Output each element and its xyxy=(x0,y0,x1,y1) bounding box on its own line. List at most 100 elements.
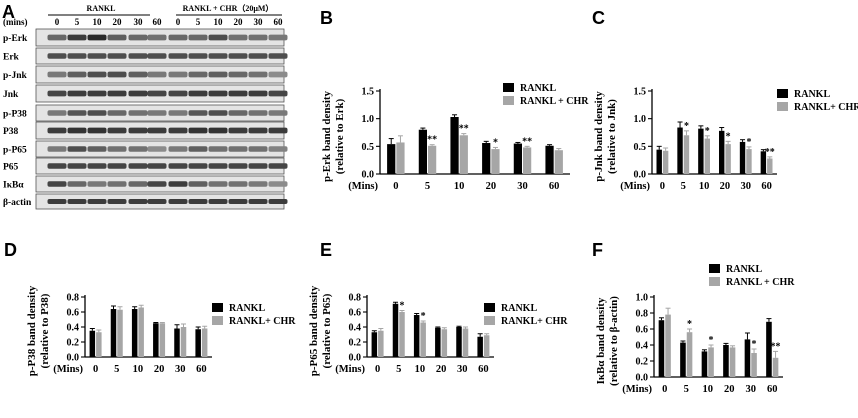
x-tick-label: 60 xyxy=(549,181,560,192)
bar-rankl-chr xyxy=(378,330,384,357)
blot-band xyxy=(147,34,167,41)
bar-rankl-chr xyxy=(201,328,208,357)
legend-label: RANKL xyxy=(229,303,265,314)
blot-band xyxy=(87,127,107,134)
bar-rankl-chr xyxy=(746,149,752,174)
x-tick-label: 30 xyxy=(746,384,757,395)
significance-mark: ** xyxy=(771,341,781,352)
blot-band xyxy=(268,34,288,41)
blot-band xyxy=(168,90,188,97)
blot-band xyxy=(47,90,67,97)
blot-band xyxy=(67,163,87,169)
blot-time-label: 0 xyxy=(176,17,181,27)
blot-band xyxy=(228,110,248,116)
blot-band xyxy=(47,181,67,187)
blot-band xyxy=(208,127,228,134)
blot-band xyxy=(168,127,188,134)
blot-band xyxy=(128,181,148,187)
significance-mark: * xyxy=(493,137,498,148)
y-tick-label: 1.5 xyxy=(634,87,647,98)
x-axis-label: (Mins) xyxy=(622,384,652,395)
blot-band xyxy=(47,198,67,205)
bar-rankl xyxy=(435,327,441,357)
legend-swatch xyxy=(777,102,788,111)
blot-band xyxy=(248,198,268,205)
y-tick-label: 0.6 xyxy=(636,325,649,336)
blot-band xyxy=(228,53,248,59)
blot-band xyxy=(188,71,208,78)
bar-rankl xyxy=(760,151,767,174)
blot-band xyxy=(107,198,127,205)
blot-band xyxy=(208,110,228,116)
x-tick-label: 30 xyxy=(457,364,468,375)
significance-mark: ** xyxy=(765,147,775,158)
blot-band xyxy=(228,181,248,187)
blot-band xyxy=(147,127,167,134)
blot-time-label: 30 xyxy=(134,17,144,27)
blot-band xyxy=(268,110,288,116)
y-tick-label: 0.5 xyxy=(634,142,647,153)
significance-mark: * xyxy=(726,131,731,142)
blot-band xyxy=(168,163,188,169)
blot-band xyxy=(107,71,127,78)
legend-swatch xyxy=(777,89,788,98)
legend-swatch xyxy=(503,83,514,92)
x-tick-label: 20 xyxy=(436,364,447,375)
chart-panel-f: 0.0 0.2 0.4 0.6 0.8 1.0 IκBα band density (rela… xyxy=(595,264,795,395)
bar-rankl-chr xyxy=(420,322,426,357)
blot-band xyxy=(128,163,148,169)
blot-band xyxy=(248,53,268,59)
bar-rankl-chr xyxy=(159,323,166,357)
blot-time-label: 60 xyxy=(274,17,284,27)
blot-band xyxy=(168,53,188,59)
blot-band xyxy=(147,146,167,152)
bar-rankl xyxy=(371,332,378,357)
blot-row-label: Jnk xyxy=(3,90,19,100)
significance-mark: * xyxy=(705,126,710,137)
y-tick-label: 0.6 xyxy=(67,308,80,319)
blot-band xyxy=(188,198,208,205)
blot-band xyxy=(87,198,107,205)
blot-band xyxy=(128,71,148,78)
blot-band xyxy=(87,34,107,41)
blot-band xyxy=(47,163,67,169)
bar-rankl xyxy=(656,149,662,174)
x-tick-label: 5 xyxy=(681,181,686,192)
blot-time-label: 20 xyxy=(234,17,244,27)
blot-band xyxy=(248,34,268,41)
blot-band xyxy=(147,90,167,97)
y-axis-label: p-P65 band density xyxy=(308,285,320,376)
blot-band xyxy=(268,163,288,169)
x-tick-label: 20 xyxy=(154,364,165,375)
bar-rankl xyxy=(698,128,704,174)
significance-mark: * xyxy=(400,301,405,312)
x-tick-label: 0 xyxy=(375,364,380,375)
blot-time-label: 60 xyxy=(153,17,163,27)
bar-rankl xyxy=(174,328,180,357)
blot-band xyxy=(128,146,148,152)
bar-rankl-chr xyxy=(683,135,690,174)
y-axis-label: (relative to P65) xyxy=(321,293,333,368)
significance-mark: ** xyxy=(427,135,437,146)
blot-band xyxy=(188,163,208,169)
x-tick-label: 20 xyxy=(486,181,497,192)
x-tick-label: 0 xyxy=(660,181,665,192)
y-tick-label: 0.0 xyxy=(636,373,649,384)
blot-time-label: 30 xyxy=(254,17,264,27)
y-axis-label: (relative to β-actin) xyxy=(608,296,620,386)
y-tick-label: 0.8 xyxy=(636,309,649,320)
blot-band xyxy=(107,127,127,134)
bar-rankl xyxy=(477,336,483,357)
panel-letter-f: F xyxy=(592,240,603,260)
x-tick-label: 0 xyxy=(393,181,398,192)
y-axis-label: (relative to P38) xyxy=(39,293,51,368)
legend-label: RANKL xyxy=(794,89,830,100)
legend-swatch xyxy=(484,303,495,312)
bar-rankl-chr xyxy=(428,145,437,174)
blot-band xyxy=(87,146,107,152)
blot-mins-label: (mins) xyxy=(3,17,28,27)
y-tick-label: 0.8 xyxy=(67,293,80,304)
blot-band xyxy=(268,181,288,187)
x-tick-label: 5 xyxy=(425,181,430,192)
x-tick-label: 30 xyxy=(175,364,186,375)
